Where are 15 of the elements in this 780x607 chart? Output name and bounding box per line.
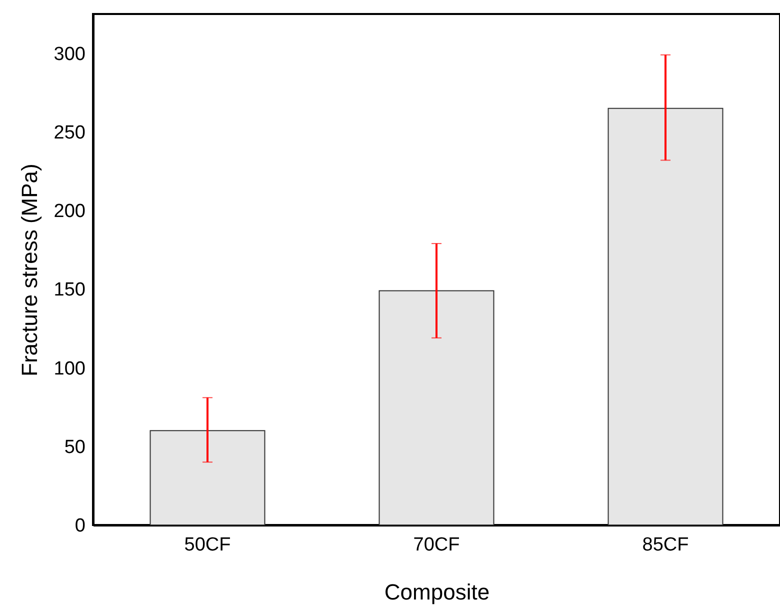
y-tick-label: 0 xyxy=(74,516,86,536)
y-tick-label: 250 xyxy=(54,122,86,144)
y-axis-title: Fracture stress (MPa) xyxy=(16,164,42,376)
x-tick-label: 85CF xyxy=(642,534,689,556)
y-tick-label: 300 xyxy=(54,44,86,65)
bar xyxy=(378,290,494,526)
bar xyxy=(608,108,724,526)
x-axis-title: Composite xyxy=(384,580,490,604)
y-tick-label: 150 xyxy=(54,280,86,301)
y-tick-label: 200 xyxy=(54,201,86,222)
y-tick-label: 100 xyxy=(54,358,86,380)
x-tick-label: 50CF xyxy=(184,534,231,556)
bar xyxy=(150,430,266,526)
x-tick-label: 70CF xyxy=(413,534,460,556)
y-tick-label: 50 xyxy=(64,436,86,458)
